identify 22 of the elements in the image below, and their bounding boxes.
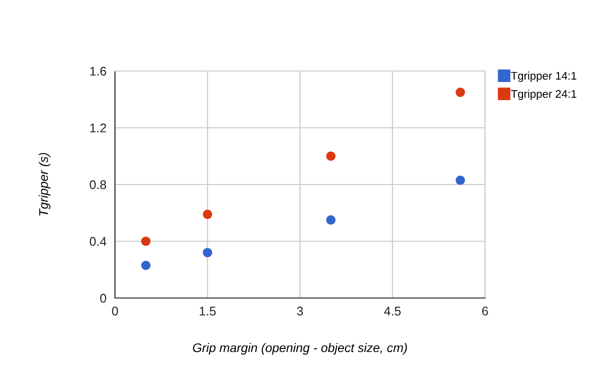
x-tick-label: 0 xyxy=(112,306,118,316)
x-tick-label: 6 xyxy=(482,306,488,316)
y-tick-label: 0 xyxy=(100,294,106,303)
y-tick-label: 1.6 xyxy=(90,66,106,76)
legend-label: Tgripper 24:1 xyxy=(511,90,576,100)
x-tick-label: 1.5 xyxy=(200,306,216,316)
point xyxy=(141,260,150,270)
y-tick-label: 0.8 xyxy=(90,180,106,190)
y-tick-label: 1.2 xyxy=(90,124,106,132)
x-tick-label: 3 xyxy=(297,306,303,316)
point xyxy=(326,151,336,161)
y-tick-label: 0.4 xyxy=(90,237,106,246)
point xyxy=(456,88,465,97)
point xyxy=(202,248,212,258)
x-tick-label: 4.5 xyxy=(384,306,401,316)
point xyxy=(326,215,336,225)
y-axis-title: Tgripper (s) xyxy=(38,152,50,216)
x-axis-title: Grip margin (opening - object size, cm) xyxy=(192,342,407,355)
point xyxy=(141,236,150,246)
legend-label: Tgripper 14:1 xyxy=(511,72,576,82)
point xyxy=(456,176,465,185)
point xyxy=(202,210,212,219)
